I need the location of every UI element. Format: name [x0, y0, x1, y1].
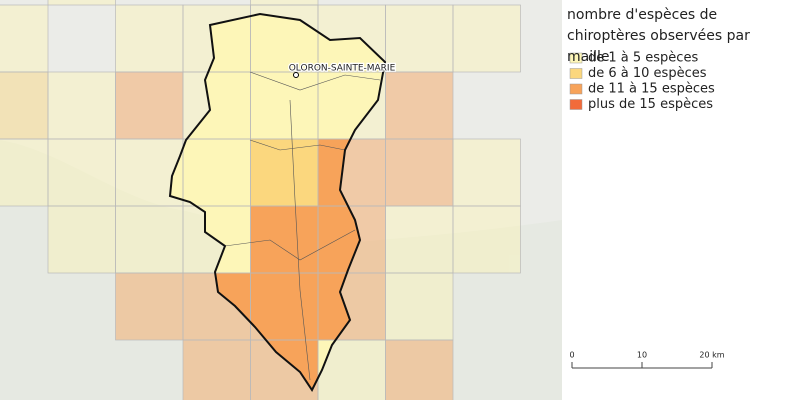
commune-boundary: [224, 229, 356, 261]
grid-cell: [0, 72, 48, 139]
grid-cell: [115, 273, 183, 340]
legend-label: de 6 à 10 espèces: [588, 66, 707, 81]
legend-swatch: [569, 83, 583, 95]
commune-boundary: [249, 71, 381, 91]
legend-title: nombre d'espèces de chiroptères observée…: [567, 7, 750, 65]
grid-cell: [48, 72, 116, 139]
grid-cell: [115, 206, 183, 273]
grid-cell-inside: [183, 139, 251, 206]
cell-border: [452, 205, 521, 274]
grid-cell: [385, 206, 453, 273]
legend-label: de 1 à 5 espèces: [588, 51, 698, 66]
grid-cell-inside: [250, 273, 318, 340]
cell-border: [47, 0, 116, 6]
place-dot: [293, 72, 299, 78]
grid-cell: [115, 72, 183, 139]
grid-cell: [0, 139, 48, 206]
legend-label: plus de 15 espèces: [588, 97, 713, 112]
legend-label: de 11 à 15 espèces: [588, 82, 715, 97]
grid-cell: [385, 72, 453, 139]
grid-cell-inside: [250, 139, 318, 206]
grid-cell: [250, 0, 318, 5]
scale-label: 20 km: [699, 351, 724, 360]
grid-cell: [453, 139, 521, 206]
grid-cell: [183, 340, 251, 400]
grid-cell-inside: [250, 72, 318, 139]
scale-label: 0: [569, 351, 574, 360]
place-label: OLORON-SAINTE-MARIE: [289, 64, 396, 74]
grid-cell: [48, 206, 116, 273]
scale-label: 10: [637, 351, 647, 360]
grid-cell: [453, 206, 521, 273]
grid-cell: [115, 5, 183, 72]
commune-boundary: [249, 139, 346, 151]
grid-cell: [385, 139, 453, 206]
cell-border: [385, 339, 454, 400]
cell-border: [250, 0, 319, 6]
grid-cell-inside: [250, 206, 318, 273]
legend-swatch: [569, 52, 583, 64]
grid-cell: [0, 5, 48, 72]
legend-swatch: [569, 99, 583, 110]
grid-cell: [48, 139, 116, 206]
grid-cell: [453, 5, 521, 72]
grid-cell: [385, 273, 453, 340]
commune-boundary: [289, 99, 311, 381]
grid-cell: [385, 340, 453, 400]
grid-cell: [385, 5, 453, 72]
grid-cell: [48, 0, 116, 5]
territory-outline: [168, 12, 387, 392]
cell-border: [452, 4, 521, 73]
legend-swatch: [569, 68, 583, 79]
